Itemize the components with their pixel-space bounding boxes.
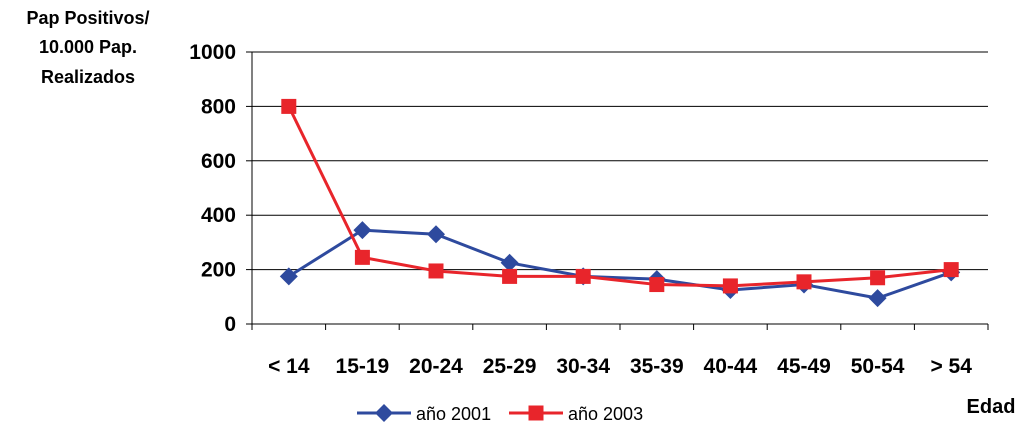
x-tick-label: 35-39 [630,355,684,378]
legend-marker [528,405,544,421]
y-tick-label: 600 [201,150,236,173]
x-tick-label: 20-24 [409,355,463,378]
series-line [288,228,952,300]
legend-label: año 2003 [568,404,643,424]
legend: año 2001 año 2003 [357,404,643,424]
x-tick-label: 50-54 [851,355,905,378]
axes [246,51,989,330]
x-axis-title: Edad [967,396,1016,418]
data-point [943,262,959,278]
y-tick-label: 1000 [189,41,236,64]
data-point [500,253,519,272]
x-tick-label: 25-29 [483,355,537,378]
x-tick-label: 30-34 [556,355,610,378]
data-point [281,98,297,114]
data-point [279,267,298,286]
y-tick-label: 200 [201,259,236,282]
y-tick-labels: 0 200 400 600 800 1000 [189,41,236,336]
data-point [354,249,370,265]
x-tick-label: 40-44 [704,355,758,378]
y-axis-title-line-2: 10.000 Pap. [39,37,137,57]
x-tick-labels: < 14 15-19 20-24 25-29 30-34 35-39 40-44 45-49 5… [268,355,972,378]
legend-item: año 2001 [357,404,491,424]
data-point [722,278,738,294]
legend-marker [375,404,393,422]
data-point [868,289,887,308]
series-line [287,105,952,288]
y-tick-label: 0 [224,313,236,336]
y-axis-title: Pap Positivos/ 10.000 Pap. Realizados [26,8,149,87]
x-tick-label: < 14 [268,355,310,378]
legend-item: año 2003 [509,404,643,424]
data-point [502,268,518,284]
data-point [428,263,444,279]
data-point [796,274,812,290]
gridlines [252,51,988,271]
y-tick-label: 400 [201,204,236,227]
data-point [427,225,445,244]
legend-label: año 2001 [416,404,491,424]
series-1 [279,221,961,308]
data-point [575,268,591,284]
y-tick-label: 800 [201,95,236,118]
y-axis-title-line-1: Pap Positivos/ [26,8,149,28]
x-tick-label: > 54 [930,355,972,378]
data-point [353,221,372,240]
x-tick-label: 45-49 [777,355,831,378]
series-2 [281,98,959,294]
series-group [279,98,961,308]
data-point [649,277,665,293]
x-tick-label: 15-19 [336,355,390,378]
data-point [870,270,886,286]
y-axis-title-line-3: Realizados [41,67,135,87]
